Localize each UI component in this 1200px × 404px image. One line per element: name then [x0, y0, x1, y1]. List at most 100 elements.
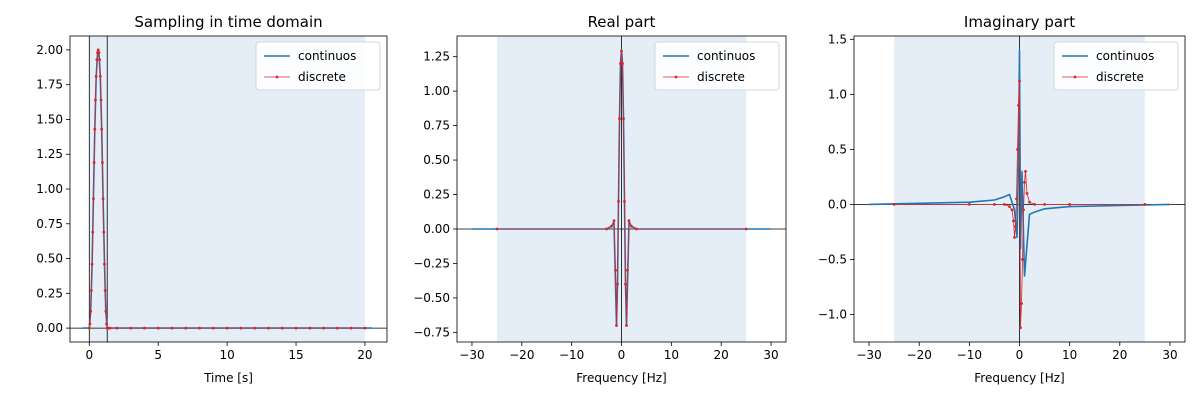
- y-tick-label: 1.25: [36, 147, 63, 161]
- discrete-point: [91, 230, 95, 234]
- discrete-point: [98, 58, 102, 62]
- y-tick-label: 0.75: [423, 119, 450, 133]
- discrete-point: [1003, 203, 1006, 206]
- discrete-point: [624, 282, 627, 286]
- discrete-point: [1017, 103, 1020, 107]
- discrete-point: [1025, 192, 1029, 195]
- discrete-point: [90, 262, 94, 266]
- discrete-point: [1019, 326, 1022, 330]
- discrete-point: [618, 117, 621, 121]
- discrete-point: [94, 98, 97, 102]
- chart-title: Real part: [588, 13, 656, 31]
- x-tick-label: 15: [288, 348, 303, 362]
- discrete-point: [1022, 208, 1025, 212]
- y-tick-label: 0.00: [423, 222, 450, 236]
- discrete-point: [89, 289, 93, 292]
- x-tick-label: 20: [714, 348, 729, 362]
- discrete-point: [97, 51, 101, 55]
- x-tick-label: 0: [1016, 348, 1024, 362]
- discrete-point: [1016, 147, 1019, 151]
- x-tick-label: −10: [559, 348, 584, 362]
- discrete-point: [615, 324, 618, 327]
- legend-marker: [674, 75, 678, 79]
- x-tick-label: 30: [1162, 348, 1177, 362]
- discrete-point: [103, 289, 107, 292]
- discrete-point: [143, 326, 146, 330]
- discrete-point: [1015, 197, 1018, 201]
- legend-label: discrete: [298, 70, 346, 84]
- discrete-point: [308, 326, 312, 330]
- x-tick-label: −20: [907, 348, 932, 362]
- discrete-point: [1024, 169, 1027, 173]
- discrete-point: [96, 48, 100, 52]
- x-tick-label: 10: [1062, 348, 1077, 362]
- discrete-point: [88, 322, 92, 326]
- discrete-point: [94, 74, 98, 78]
- discrete-point: [620, 49, 623, 53]
- x-tick-label: 20: [1112, 348, 1127, 362]
- subplot-1: 0 5 10 15 20 0.00 0.25 0.50 0.75 1.00 1.25 1.50 1.75…: [36, 13, 388, 385]
- x-tick-label: 20: [357, 348, 372, 362]
- discrete-point: [101, 197, 105, 201]
- x-axis-label: Frequency [Hz]: [576, 371, 667, 385]
- discrete-point: [92, 161, 96, 164]
- y-tick-label: 0.00: [36, 321, 63, 335]
- y-tick-label: 1.50: [36, 112, 63, 126]
- discrete-point: [610, 224, 613, 228]
- discrete-point: [335, 326, 339, 330]
- discrete-point: [1020, 302, 1023, 305]
- x-axis-label: Time [s]: [203, 371, 253, 385]
- x-tick-label: 5: [154, 348, 162, 362]
- x-tick-label: −30: [459, 348, 484, 362]
- legend: continuos discrete: [255, 41, 381, 91]
- discrete-point: [105, 322, 108, 326]
- discrete-point: [612, 219, 616, 223]
- discrete-point: [1018, 79, 1021, 83]
- discrete-point: [993, 203, 996, 206]
- series-discrete-line: [88, 49, 365, 329]
- x-tick-label: −20: [509, 348, 534, 362]
- subplot-2: −30 −20 −10 0 10 20 30 −0.75 −0.50 −0.25 0.00 0.25 0…: [413, 13, 787, 385]
- discrete-point: [349, 326, 353, 330]
- x-tick-label: 30: [763, 348, 778, 362]
- discrete-point: [104, 310, 108, 313]
- discrete-point: [156, 326, 160, 330]
- legend-box: [1053, 41, 1179, 91]
- chart-title: Imaginary part: [964, 13, 1075, 31]
- series-continuous-line: [868, 49, 1171, 277]
- discrete-point: [87, 326, 91, 330]
- discrete-point: [184, 326, 188, 330]
- y-tick-label: −0.75: [413, 325, 450, 339]
- subplot-3: −30 −20 −10 0 10 20 30 −1.0 −0.5 0.0 0.5 1.0 1.5 Imag…: [818, 13, 1186, 385]
- discrete-point: [102, 230, 106, 234]
- legend-box: [654, 41, 780, 91]
- discrete-point: [616, 282, 619, 286]
- discrete-point: [625, 324, 628, 327]
- discrete-point: [627, 219, 631, 223]
- discrete-point: [605, 227, 608, 231]
- discrete-point: [1014, 225, 1017, 228]
- legend-label: discrete: [697, 70, 745, 84]
- legend-label: discrete: [1096, 70, 1144, 84]
- discrete-point: [744, 227, 748, 231]
- y-tick-label: −0.25: [413, 256, 450, 270]
- discrete-point: [129, 326, 133, 330]
- discrete-point: [614, 268, 617, 272]
- discrete-point: [1033, 203, 1036, 206]
- y-tick-label: 0.75: [36, 217, 63, 231]
- legend-marker: [1073, 75, 1077, 79]
- y-tick-label: 0.5: [828, 142, 847, 156]
- discrete-point: [93, 127, 97, 131]
- discrete-point: [170, 326, 174, 330]
- y-tick-label: 0.0: [828, 197, 847, 211]
- plot-area: [854, 36, 1185, 342]
- discrete-point: [1143, 203, 1147, 206]
- discrete-point: [95, 58, 99, 62]
- discrete-point: [1013, 236, 1016, 239]
- y-tick-label: 0.50: [36, 252, 63, 266]
- x-tick-label: −30: [856, 348, 881, 362]
- discrete-point: [103, 262, 106, 266]
- x-axis-label: Frequency [Hz]: [974, 371, 1065, 385]
- discrete-point: [99, 98, 103, 102]
